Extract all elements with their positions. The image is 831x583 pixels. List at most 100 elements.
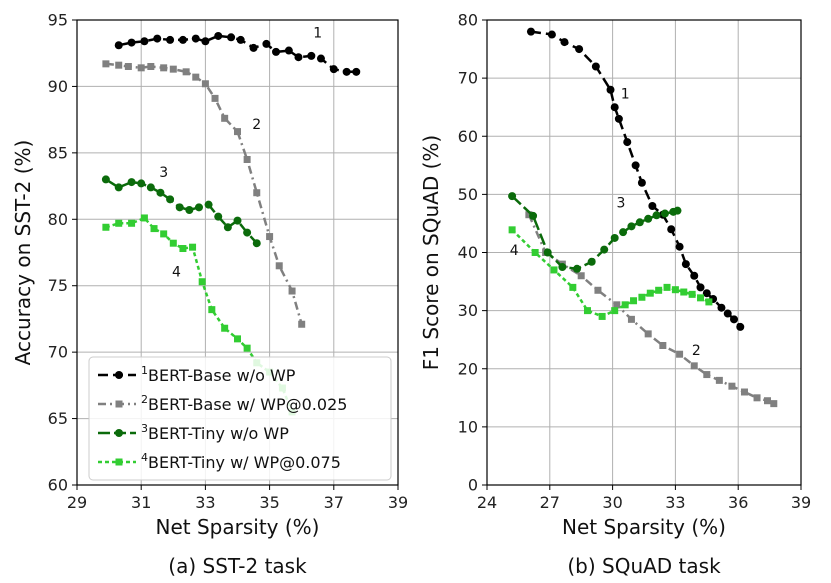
data-point	[705, 298, 713, 306]
data-point	[102, 223, 110, 231]
x-tick-label: 36	[728, 493, 748, 512]
data-point	[531, 249, 539, 256]
series-line-1	[530, 30, 742, 328]
legend-name: BERT-Tiny w/ WP@0.075	[148, 453, 341, 472]
data-point	[101, 175, 110, 184]
data-point	[243, 156, 251, 163]
panel-caption: (b) SQuAD task	[567, 554, 721, 578]
data-point	[234, 128, 241, 136]
data-point	[124, 63, 132, 70]
data-point	[236, 35, 245, 44]
data-point	[508, 192, 517, 201]
y-tick-label: 50	[458, 185, 478, 204]
data-point	[648, 202, 657, 210]
data-point	[169, 239, 177, 247]
data-point	[102, 60, 110, 68]
data-point	[233, 216, 242, 225]
legend-marker	[115, 458, 123, 466]
series-annotation: 3	[617, 196, 626, 212]
data-point	[329, 65, 338, 74]
x-tick-label: 39	[791, 493, 811, 512]
data-point	[508, 226, 516, 234]
data-point	[703, 371, 711, 379]
y-tick-label: 75	[48, 276, 68, 295]
data-point	[127, 38, 136, 47]
series-annotation: 4	[172, 264, 181, 280]
series-annotation: 1	[621, 86, 630, 102]
data-point	[160, 230, 168, 238]
data-point	[583, 307, 591, 315]
data-point	[598, 312, 606, 320]
data-point	[526, 27, 535, 36]
data-point	[547, 30, 556, 39]
data-point	[638, 293, 646, 301]
series-annotation: 2	[252, 117, 261, 133]
legend-label-1: 1BERT-Base w/o WP	[141, 364, 296, 385]
data-point	[201, 37, 210, 46]
x-tick-label: 33	[665, 493, 685, 512]
data-point	[644, 214, 653, 223]
data-point	[262, 39, 271, 48]
data-point	[288, 287, 296, 295]
y-tick-label: 70	[48, 343, 68, 362]
data-point	[594, 286, 602, 294]
data-point	[558, 263, 567, 272]
data-point	[575, 45, 584, 54]
data-point	[284, 46, 293, 55]
data-point	[114, 41, 123, 50]
data-point	[211, 94, 219, 102]
data-point	[652, 211, 661, 220]
legend-superscript: 3	[141, 422, 148, 435]
y-tick-label: 65	[48, 409, 68, 428]
data-point	[606, 85, 615, 94]
data-point	[204, 200, 213, 209]
data-point	[637, 178, 646, 187]
data-point	[185, 205, 194, 214]
data-point	[610, 233, 619, 242]
y-tick-label: 0	[468, 476, 478, 495]
data-point	[275, 262, 283, 270]
x-tick-label: 39	[388, 493, 408, 512]
series-annotation: 2	[692, 343, 701, 359]
data-point	[223, 223, 232, 232]
data-point	[702, 289, 711, 298]
y-tick-label: 85	[48, 143, 68, 162]
y-tick-label: 30	[458, 301, 478, 320]
data-point	[156, 188, 165, 197]
data-point	[715, 376, 723, 384]
data-point	[635, 218, 644, 227]
data-point	[614, 114, 623, 123]
y-tick-label: 60	[458, 127, 478, 146]
data-point	[728, 382, 736, 390]
x-axis-label: Net Sparsity (%)	[562, 515, 726, 539]
data-point	[730, 315, 739, 324]
data-point	[623, 138, 632, 147]
data-point	[717, 303, 726, 312]
data-point	[140, 37, 149, 46]
data-point	[160, 64, 168, 72]
data-point	[525, 211, 533, 219]
data-point	[153, 34, 162, 43]
x-axis-label: Net Sparsity (%)	[156, 515, 320, 539]
data-point	[577, 272, 585, 280]
data-point	[587, 257, 596, 266]
data-point	[272, 47, 281, 56]
data-point	[191, 34, 200, 43]
y-tick-label: 95	[48, 11, 68, 30]
x-tick-label: 33	[195, 493, 215, 512]
x-tick-label: 29	[67, 493, 87, 512]
data-point	[198, 278, 206, 286]
data-point	[655, 286, 663, 294]
data-point	[644, 330, 652, 338]
data-point	[249, 43, 258, 52]
series-line-2	[527, 214, 775, 405]
data-point	[630, 297, 638, 305]
series-annotation: 3	[159, 165, 168, 181]
data-point	[214, 212, 223, 221]
data-point	[169, 65, 177, 73]
data-point	[543, 248, 552, 257]
data-point	[690, 362, 698, 370]
data-point	[221, 324, 229, 332]
data-point	[342, 67, 351, 76]
data-point	[137, 179, 146, 188]
